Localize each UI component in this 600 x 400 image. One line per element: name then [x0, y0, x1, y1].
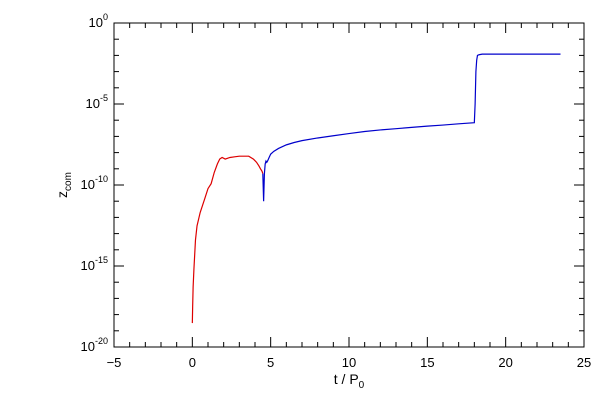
- x-axis-title-main: t / P: [334, 371, 359, 387]
- x-tick-label: 0: [189, 355, 196, 370]
- series-line-1: [191, 155, 264, 324]
- x-tick-label: −5: [107, 355, 122, 370]
- plot-frame: [113, 22, 585, 348]
- y-tick-label: 10-20: [81, 336, 108, 354]
- y-axis-title-main: z: [54, 191, 70, 198]
- y-tick-label: 10-5: [86, 93, 108, 111]
- y-tick-label-exponent: -15: [95, 255, 108, 265]
- y-tick-label-exponent: -5: [100, 93, 108, 103]
- y-tick-label: 10-15: [81, 255, 108, 273]
- series-layer: [191, 53, 561, 324]
- x-tick-label: 5: [267, 355, 274, 370]
- x-axis-title-subscript: 0: [359, 380, 365, 391]
- y-tick-label-exponent: -10: [95, 174, 108, 184]
- x-axis-title: t / P0: [334, 371, 365, 391]
- y-tick-label: 100: [89, 12, 108, 30]
- y-tick-label-base: 10: [81, 258, 95, 273]
- y-tick-label: 10-10: [81, 174, 108, 192]
- x-tick-label: 15: [420, 355, 434, 370]
- y-tick-label-base: 10: [81, 339, 95, 354]
- ticks-layer: [113, 22, 585, 348]
- y-tick-label-base: 10: [89, 15, 103, 30]
- y-axis-title: zcom: [54, 172, 74, 198]
- y-tick-label-exponent: 0: [103, 12, 108, 22]
- x-tick-label: 25: [577, 355, 591, 370]
- series-line-2: [262, 53, 561, 202]
- y-tick-label-base: 10: [86, 96, 100, 111]
- y-axis-title-subscript: com: [63, 172, 74, 191]
- x-tick-label: 10: [342, 355, 356, 370]
- x-tick-label: 20: [498, 355, 512, 370]
- y-tick-label-exponent: -20: [95, 336, 108, 346]
- y-tick-label-base: 10: [81, 177, 95, 192]
